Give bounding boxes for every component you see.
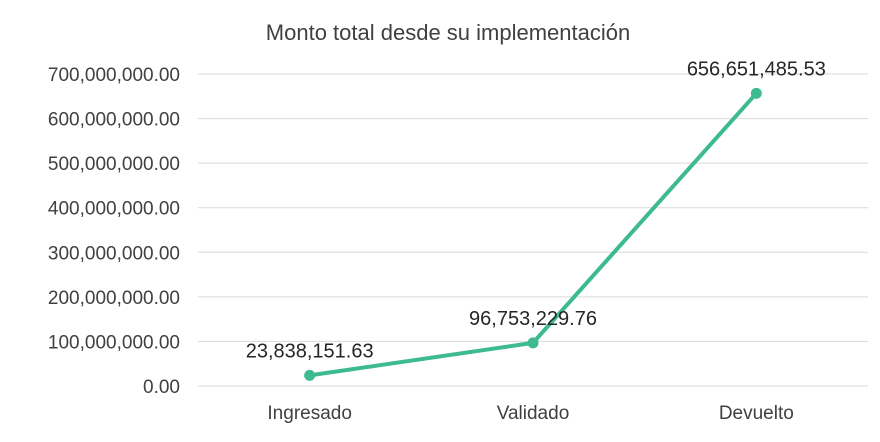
y-tick-label: 200,000,000.00	[48, 288, 180, 309]
y-axis-tick-labels: 0.00 100,000,000.00 200,000,000.00 300,000,…	[48, 65, 180, 398]
y-tick-label: 300,000,000.00	[48, 243, 180, 264]
y-tick-label: 600,000,000.00	[48, 110, 180, 131]
y-tick-label: 500,000,000.00	[48, 154, 180, 175]
series-layer	[304, 87, 762, 381]
series-line	[307, 91, 759, 378]
data-point	[527, 337, 539, 349]
data-label: 23,838,151.63	[246, 340, 374, 362]
x-axis-tick-labels: Ingresado Validado Devuelto	[267, 403, 793, 424]
data-label: 656,651,485.53	[687, 58, 826, 80]
gridlines	[198, 73, 868, 387]
x-tick-label: Ingresado	[267, 403, 352, 424]
data-labels: 23,838,151.63 96,753,229.76 656,651,485.53	[246, 58, 826, 362]
x-tick-label: Validado	[497, 403, 570, 424]
y-tick-label: 0.00	[143, 377, 180, 398]
chart-title: Monto total desde su implementación	[266, 20, 630, 45]
x-tick-label: Devuelto	[719, 403, 794, 424]
data-point	[304, 369, 316, 381]
y-tick-label: 100,000,000.00	[48, 332, 180, 353]
y-tick-label: 400,000,000.00	[48, 199, 180, 220]
data-point	[750, 87, 762, 99]
data-label: 96,753,229.76	[469, 308, 597, 330]
y-tick-label: 700,000,000.00	[48, 65, 180, 86]
